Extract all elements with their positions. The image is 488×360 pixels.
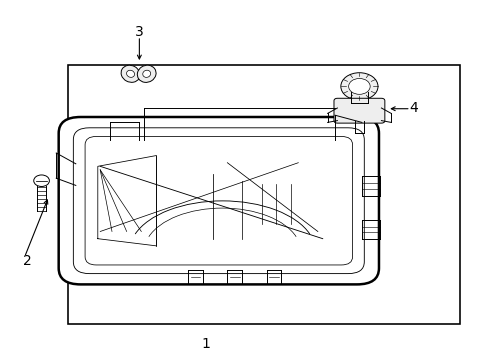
Text: 2: 2	[22, 254, 31, 268]
Text: 1: 1	[201, 337, 209, 351]
Ellipse shape	[126, 70, 134, 77]
Bar	[68, 65, 459, 324]
Circle shape	[348, 78, 369, 94]
FancyBboxPatch shape	[333, 98, 384, 123]
Ellipse shape	[121, 65, 140, 82]
FancyBboxPatch shape	[59, 117, 378, 284]
Ellipse shape	[142, 70, 150, 77]
Circle shape	[34, 175, 49, 186]
Text: 3: 3	[135, 26, 143, 39]
Ellipse shape	[137, 65, 156, 82]
Text: 4: 4	[408, 101, 417, 115]
Circle shape	[340, 73, 377, 100]
